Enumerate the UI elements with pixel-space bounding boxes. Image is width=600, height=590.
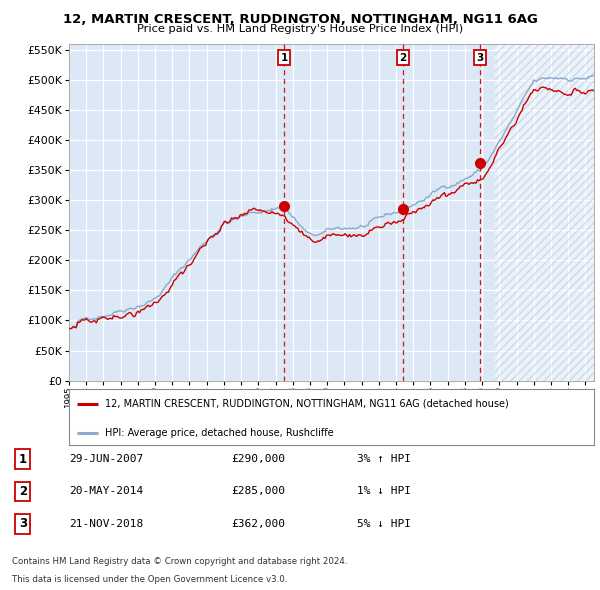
Text: 1: 1 <box>19 453 27 466</box>
Text: 3: 3 <box>476 53 484 63</box>
Text: £362,000: £362,000 <box>231 519 285 529</box>
Text: 12, MARTIN CRESCENT, RUDDINGTON, NOTTINGHAM, NG11 6AG (detached house): 12, MARTIN CRESCENT, RUDDINGTON, NOTTING… <box>105 399 508 409</box>
Text: Contains HM Land Registry data © Crown copyright and database right 2024.: Contains HM Land Registry data © Crown c… <box>12 558 347 566</box>
Text: 1: 1 <box>280 53 287 63</box>
Bar <box>495 44 594 381</box>
Text: 29-JUN-2007: 29-JUN-2007 <box>69 454 143 464</box>
Text: 12, MARTIN CRESCENT, RUDDINGTON, NOTTINGHAM, NG11 6AG: 12, MARTIN CRESCENT, RUDDINGTON, NOTTING… <box>62 13 538 26</box>
Text: 1% ↓ HPI: 1% ↓ HPI <box>357 487 411 496</box>
Text: 20-MAY-2014: 20-MAY-2014 <box>69 487 143 496</box>
Text: 21-NOV-2018: 21-NOV-2018 <box>69 519 143 529</box>
Text: HPI: Average price, detached house, Rushcliffe: HPI: Average price, detached house, Rush… <box>105 428 334 438</box>
Text: Price paid vs. HM Land Registry's House Price Index (HPI): Price paid vs. HM Land Registry's House … <box>137 24 463 34</box>
Text: £285,000: £285,000 <box>231 487 285 496</box>
Text: 5% ↓ HPI: 5% ↓ HPI <box>357 519 411 529</box>
Text: 3: 3 <box>19 517 27 530</box>
Text: 2: 2 <box>399 53 406 63</box>
Text: 2: 2 <box>19 485 27 498</box>
Text: This data is licensed under the Open Government Licence v3.0.: This data is licensed under the Open Gov… <box>12 575 287 584</box>
Text: 3% ↑ HPI: 3% ↑ HPI <box>357 454 411 464</box>
Text: £290,000: £290,000 <box>231 454 285 464</box>
